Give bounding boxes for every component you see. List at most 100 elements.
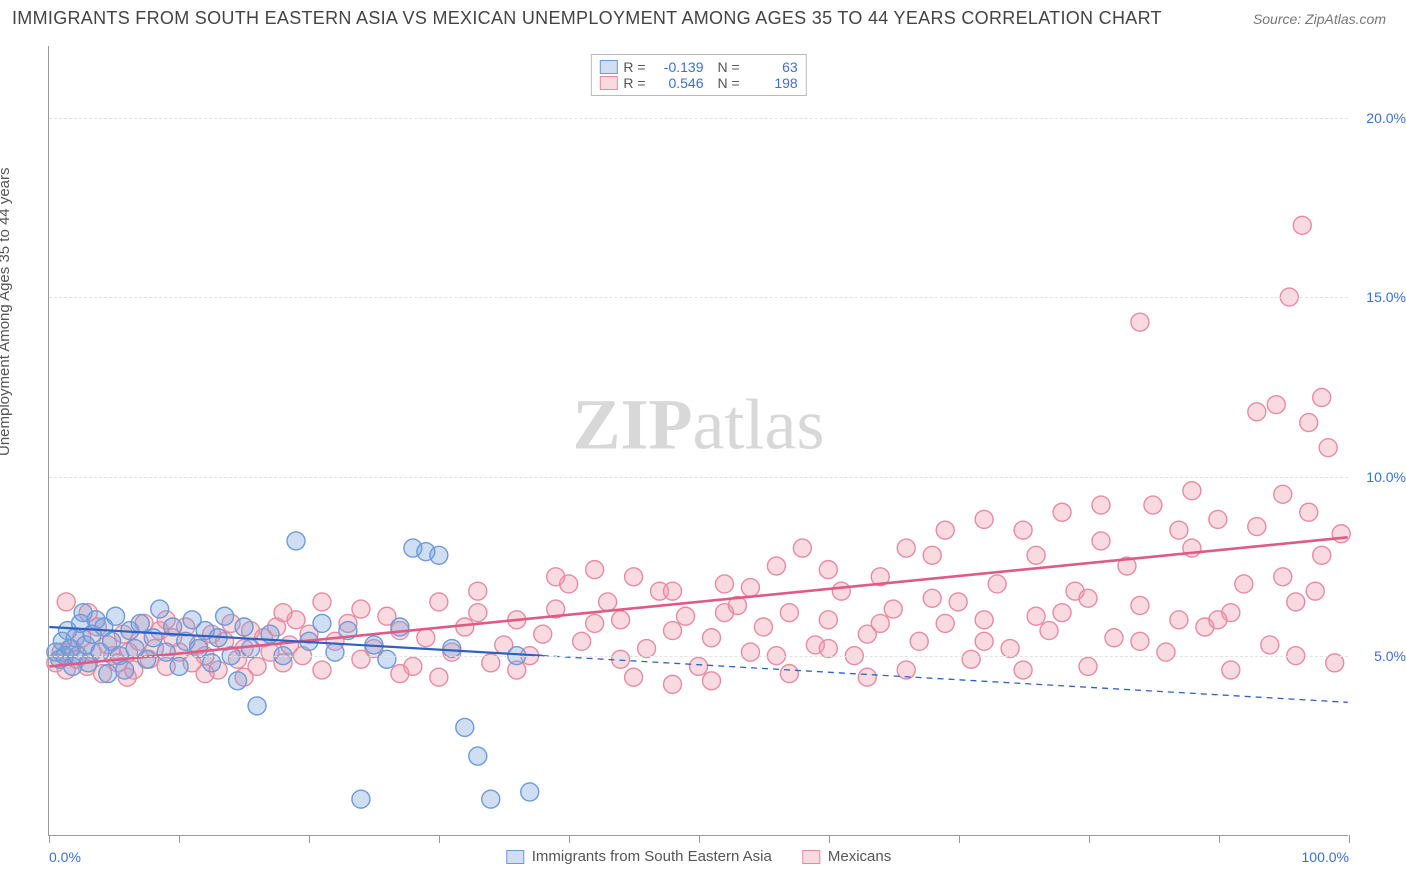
legend-item-sea: Immigrants from South Eastern Asia <box>506 848 772 865</box>
scatter-point-mex <box>702 629 720 647</box>
x-tick <box>1349 835 1350 843</box>
scatter-point-mex <box>547 568 565 586</box>
swatch-sea <box>599 60 617 74</box>
x-tick <box>1089 835 1090 843</box>
scatter-point-mex <box>1209 510 1227 528</box>
legend-series: Immigrants from South Eastern Asia Mexic… <box>506 848 891 865</box>
scatter-point-mex <box>975 632 993 650</box>
legend-stats-row-sea: R = -0.139 N = 63 <box>599 59 797 75</box>
scatter-point-mex <box>1170 521 1188 539</box>
scatter-point-mex <box>858 668 876 686</box>
gridline-h <box>49 477 1348 478</box>
x-tick <box>829 835 830 843</box>
x-tick <box>49 835 50 843</box>
scatter-point-sea <box>157 643 175 661</box>
chart-container: Unemployment Among Ages 35 to 44 years Z… <box>0 36 1406 892</box>
scatter-point-mex <box>741 643 759 661</box>
scatter-point-mex <box>1079 657 1097 675</box>
x-tick-label: 0.0% <box>49 849 81 865</box>
scatter-point-sea <box>352 790 370 808</box>
scatter-point-mex <box>1248 518 1266 536</box>
x-tick <box>309 835 310 843</box>
scatter-point-sea <box>229 672 247 690</box>
scatter-point-mex <box>625 568 643 586</box>
scatter-point-mex <box>975 510 993 528</box>
scatter-point-mex <box>1293 216 1311 234</box>
scatter-point-mex <box>1001 640 1019 658</box>
scatter-point-sea <box>170 657 188 675</box>
scatter-point-mex <box>715 575 733 593</box>
scatter-point-sea <box>378 650 396 668</box>
scatter-point-mex <box>1144 496 1162 514</box>
scatter-point-mex <box>910 632 928 650</box>
scatter-point-mex <box>1287 593 1305 611</box>
scatter-point-mex <box>715 604 733 622</box>
scatter-point-sea <box>313 614 331 632</box>
scatter-point-sea <box>131 614 149 632</box>
source-attribution: Source: ZipAtlas.com <box>1253 11 1386 27</box>
scatter-point-mex <box>1092 532 1110 550</box>
scatter-point-mex <box>1300 503 1318 521</box>
scatter-point-mex <box>469 582 487 600</box>
scatter-point-sea <box>107 607 125 625</box>
scatter-point-mex <box>1274 485 1292 503</box>
scatter-point-mex <box>625 668 643 686</box>
scatter-point-mex <box>1053 604 1071 622</box>
gridline-h <box>49 656 1348 657</box>
chart-title: IMMIGRANTS FROM SOUTH EASTERN ASIA VS ME… <box>12 8 1162 29</box>
y-tick-label: 15.0% <box>1366 289 1406 305</box>
scatter-point-mex <box>1027 607 1045 625</box>
scatter-point-mex <box>664 622 682 640</box>
scatter-point-mex <box>949 593 967 611</box>
scatter-point-mex <box>832 582 850 600</box>
swatch-mex-icon <box>802 850 820 864</box>
scatter-point-mex <box>391 665 409 683</box>
gridline-h <box>49 297 1348 298</box>
scatter-point-sea <box>151 600 169 618</box>
scatter-point-mex <box>1105 629 1123 647</box>
scatter-point-mex <box>430 593 448 611</box>
scatter-point-mex <box>936 614 954 632</box>
legend-stats: R = -0.139 N = 63 R = 0.546 N = 198 <box>590 54 806 96</box>
scatter-point-sea <box>469 747 487 765</box>
y-tick-label: 20.0% <box>1366 110 1406 126</box>
scatter-point-mex <box>1079 589 1097 607</box>
scatter-point-mex <box>586 614 604 632</box>
scatter-point-mex <box>923 546 941 564</box>
scatter-point-mex <box>1300 414 1318 432</box>
scatter-point-mex <box>1040 622 1058 640</box>
scatter-point-sea <box>456 718 474 736</box>
x-tick <box>959 835 960 843</box>
scatter-point-sea <box>190 640 208 658</box>
title-bar: IMMIGRANTS FROM SOUTH EASTERN ASIA VS ME… <box>0 0 1406 33</box>
gridline-h <box>49 118 1348 119</box>
scatter-point-mex <box>702 672 720 690</box>
scatter-point-mex <box>274 604 292 622</box>
scatter-point-mex <box>1014 661 1032 679</box>
scatter-point-sea <box>430 546 448 564</box>
scatter-point-mex <box>1313 388 1331 406</box>
x-tick <box>569 835 570 843</box>
scatter-point-mex <box>690 657 708 675</box>
scatter-point-mex <box>897 539 915 557</box>
scatter-point-mex <box>1014 521 1032 539</box>
scatter-point-mex <box>780 665 798 683</box>
scatter-point-mex <box>612 611 630 629</box>
y-tick-label: 10.0% <box>1366 469 1406 485</box>
scatter-svg <box>49 46 1348 835</box>
scatter-point-mex <box>1248 403 1266 421</box>
scatter-point-mex <box>1131 596 1149 614</box>
scatter-point-mex <box>469 604 487 622</box>
scatter-point-sea <box>248 697 266 715</box>
scatter-point-mex <box>767 557 785 575</box>
scatter-point-mex <box>1053 503 1071 521</box>
scatter-point-mex <box>1092 496 1110 514</box>
scatter-point-mex <box>57 593 75 611</box>
scatter-point-mex <box>1261 636 1279 654</box>
scatter-point-mex <box>923 589 941 607</box>
scatter-point-mex <box>1209 611 1227 629</box>
scatter-point-mex <box>1170 611 1188 629</box>
regression-line <box>49 537 1347 666</box>
scatter-point-sea <box>216 607 234 625</box>
scatter-point-mex <box>352 600 370 618</box>
